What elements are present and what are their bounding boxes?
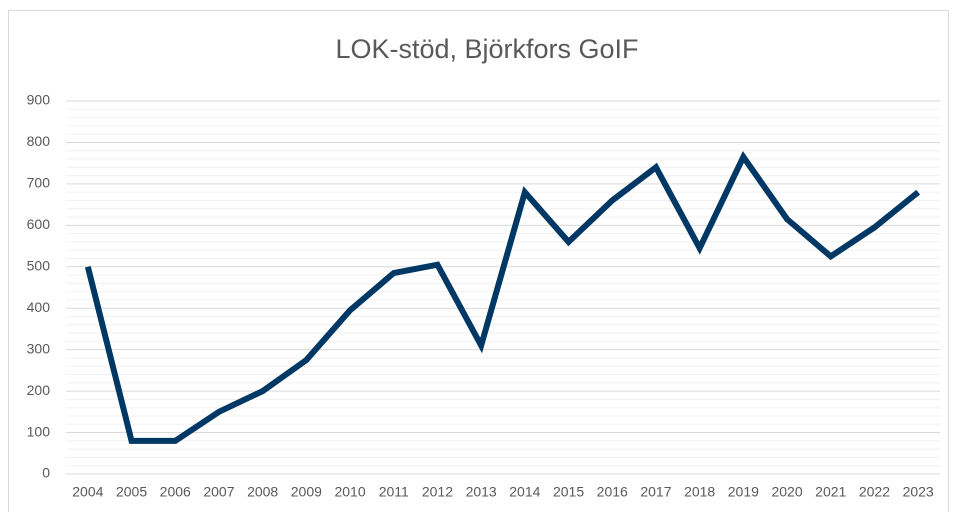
x-tick-label: 2005	[116, 484, 147, 500]
y-tick-label: 100	[27, 423, 51, 439]
x-tick-label: 2019	[728, 484, 759, 500]
x-tick-label: 2011	[379, 484, 409, 500]
x-tick-label: 2014	[509, 484, 540, 500]
x-tick-label: 2004	[72, 484, 103, 500]
y-tick-label: 400	[27, 299, 51, 315]
x-tick-label: 2018	[684, 484, 715, 500]
chart-frame	[8, 10, 949, 512]
y-tick-label: 300	[27, 340, 51, 356]
chart-title: LOK-stöd, Björkfors GoIF	[335, 34, 638, 64]
x-tick-label: 2006	[160, 484, 191, 500]
y-tick-label: 0	[42, 465, 50, 481]
y-tick-label: 600	[27, 216, 51, 232]
x-tick-label: 2009	[291, 484, 322, 500]
x-tick-label: 2021	[815, 484, 846, 500]
data-line	[84, 151, 921, 444]
x-tick-label: 2023	[903, 484, 934, 500]
y-tick-label: 700	[27, 175, 51, 191]
x-tick-label: 2007	[203, 484, 234, 500]
y-tick-label: 800	[27, 133, 51, 149]
x-tick-label: 2017	[640, 484, 671, 500]
x-tick-label: 2013	[466, 484, 497, 500]
y-tick-label: 200	[27, 382, 51, 398]
x-tick-label: 2015	[553, 484, 584, 500]
x-tick-label: 2012	[422, 484, 453, 500]
x-tick-label: 2016	[597, 484, 628, 500]
x-tick-label: 2020	[771, 484, 802, 500]
y-tick-label: 500	[27, 257, 51, 273]
x-tick-label: 2008	[247, 484, 278, 500]
y-tick-label: 900	[27, 92, 51, 108]
x-tick-label: 2010	[334, 484, 365, 500]
x-tick-label: 2022	[859, 484, 890, 500]
